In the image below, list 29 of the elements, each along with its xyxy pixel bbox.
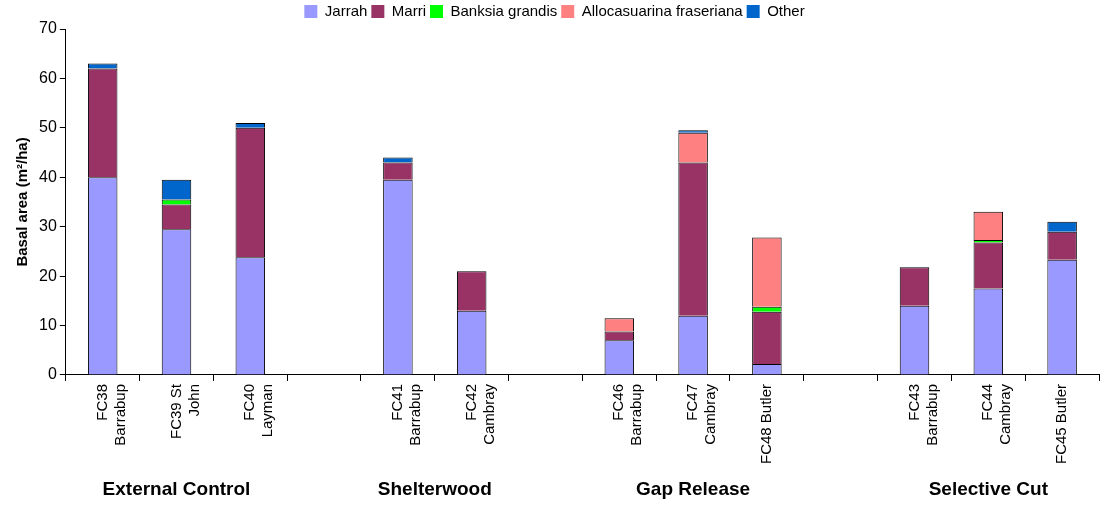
x-tick-label: FC48 Butler	[757, 383, 775, 465]
y-tick-label: 70	[39, 19, 57, 37]
legend-label: Jarrah	[324, 1, 368, 19]
y-tick-label: 60	[39, 68, 57, 86]
text: External Control	[102, 478, 251, 499]
text: Shelterwood	[377, 478, 492, 499]
legend-label: Allocasuarina fraseriana	[581, 1, 744, 19]
x-tick-label: FC43 Barrabup	[904, 383, 940, 446]
x-tick-label: FC41 Barrabup	[388, 383, 424, 446]
y-tick-label: 30	[39, 217, 57, 235]
y-tick-label: 20	[39, 266, 57, 284]
y-tick-label: 0	[47, 365, 57, 383]
x-tick-label: FC39 St John	[166, 383, 202, 439]
x-tick-label: FC38 Barrabup	[92, 383, 128, 446]
y-tick-label: 10	[39, 315, 57, 333]
text: Gap Release	[636, 478, 751, 499]
legend-label: Marri	[391, 1, 427, 19]
text: Selective Cut	[928, 478, 1049, 499]
x-tick-label: FC40 Layman	[240, 383, 276, 438]
y-tick-label: 50	[39, 118, 57, 136]
x-tick-label: FC44 Cambray	[978, 383, 1014, 445]
legend-label: Other	[767, 1, 805, 19]
y-tick-label: 40	[39, 167, 57, 185]
legend-label: Banksia grandis	[450, 1, 558, 19]
x-tick-label: FC42 Cambray	[461, 383, 497, 445]
y-axis-title: Basal area (m²/ha)	[13, 137, 31, 267]
x-tick-label: FC47 Cambray	[683, 383, 719, 445]
x-tick-label: FC45 Butler	[1052, 383, 1070, 465]
x-tick-label: FC46 Barrabup	[609, 383, 645, 446]
